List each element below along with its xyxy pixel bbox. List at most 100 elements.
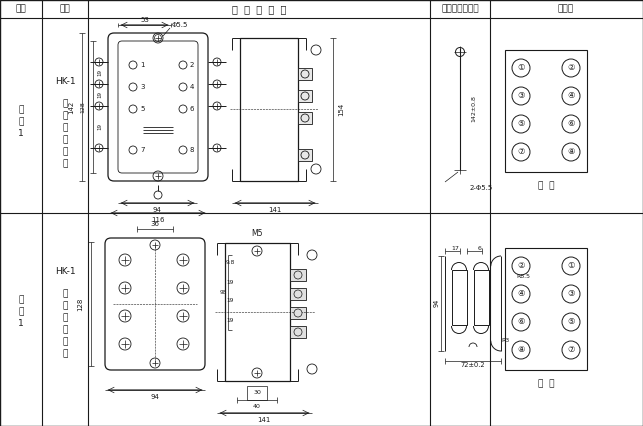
Circle shape [301,114,309,122]
Text: 17: 17 [451,245,459,250]
Bar [290,307,306,319]
Text: 1: 1 [18,320,24,328]
Text: ⑤: ⑤ [517,120,525,129]
Text: 式: 式 [62,124,68,132]
Bar [290,326,306,338]
Text: 凸: 凸 [62,290,68,299]
Bar [240,38,298,181]
Circle shape [301,70,309,78]
Text: 结构: 结构 [60,5,70,14]
Text: 53: 53 [140,17,149,23]
Text: 141: 141 [257,417,271,423]
Text: 6: 6 [190,106,194,112]
Circle shape [294,271,302,279]
Text: 3: 3 [140,84,145,90]
Bar [474,270,489,325]
Text: 94: 94 [434,299,440,307]
Text: R8.5: R8.5 [516,273,530,279]
Text: R3: R3 [502,339,510,343]
Text: 图号: 图号 [15,5,26,14]
Text: 40: 40 [253,405,261,409]
Text: 19: 19 [98,69,102,77]
Text: 附: 附 [18,106,24,115]
Text: 后: 后 [62,325,68,334]
Text: ①: ① [517,63,525,72]
Text: 1: 1 [140,62,145,68]
Text: 出: 出 [62,112,68,121]
Text: ②: ② [517,262,525,271]
Bar [298,68,312,80]
Text: 142: 142 [68,101,74,114]
Text: 94: 94 [150,394,159,400]
Text: ③: ③ [517,92,525,101]
Text: ⑥: ⑥ [517,317,525,326]
Bar [505,50,587,172]
Text: 30: 30 [253,391,261,395]
Text: ④: ④ [567,92,575,101]
Text: 7: 7 [140,147,145,153]
Text: ⑦: ⑦ [567,345,575,354]
Text: Φ5.5: Φ5.5 [172,22,188,28]
Circle shape [301,151,309,159]
Text: 4: 4 [190,84,194,90]
Text: HK-1: HK-1 [55,268,75,276]
Text: 前  视: 前 视 [538,181,554,190]
Text: ⑦: ⑦ [517,147,525,156]
Bar [225,243,290,381]
Text: ⑥: ⑥ [567,120,575,129]
Text: ②: ② [567,63,575,72]
Circle shape [294,309,302,317]
Text: 19: 19 [98,92,102,98]
Text: 式: 式 [62,314,68,322]
Text: 154: 154 [338,102,344,115]
Bar [247,386,267,400]
Text: 9.8: 9.8 [225,261,235,265]
Text: ①: ① [567,262,575,271]
Text: 图: 图 [18,308,24,317]
Text: 141: 141 [268,207,282,213]
Text: M5: M5 [251,228,263,238]
Text: ④: ④ [517,290,525,299]
Text: ⑧: ⑧ [517,345,525,354]
Bar [298,90,312,102]
Text: 142±0.8: 142±0.8 [471,95,476,122]
Text: 1: 1 [18,130,24,138]
Bar [505,248,587,370]
Text: 128: 128 [77,297,83,311]
Bar [290,288,306,300]
Text: 安装开孔尺寸图: 安装开孔尺寸图 [441,5,479,14]
Text: 接: 接 [62,337,68,346]
Text: 19: 19 [226,299,233,303]
Text: 线: 线 [62,159,68,169]
Text: 94: 94 [152,207,161,213]
Circle shape [294,290,302,298]
Text: 2-Φ5.5: 2-Φ5.5 [470,185,493,191]
Text: 凸: 凸 [62,100,68,109]
Text: 19: 19 [226,317,233,322]
Bar [290,269,306,281]
Text: 8: 8 [190,147,194,153]
Text: 线: 线 [62,349,68,359]
Text: 98: 98 [219,290,227,294]
Text: 附: 附 [18,296,24,305]
Text: HK-1: HK-1 [55,78,75,86]
Text: 36: 36 [150,221,159,227]
Text: 接: 接 [62,147,68,156]
Text: 116: 116 [151,217,165,223]
Text: 外  形  尺  寸  图: 外 形 尺 寸 图 [232,4,286,14]
Bar [452,270,467,325]
Bar [298,112,312,124]
Text: 6: 6 [478,245,482,250]
Text: 前: 前 [62,135,68,144]
Bar [298,149,312,161]
Text: 19: 19 [98,124,102,130]
Circle shape [301,92,309,100]
Text: 背  视: 背 视 [538,380,554,389]
Circle shape [294,328,302,336]
Text: 出: 出 [62,302,68,311]
Text: 128: 128 [80,101,86,113]
Text: 5: 5 [140,106,145,112]
Text: 端子图: 端子图 [558,5,574,14]
Text: ⑧: ⑧ [567,147,575,156]
Text: 72±0.2: 72±0.2 [460,362,485,368]
